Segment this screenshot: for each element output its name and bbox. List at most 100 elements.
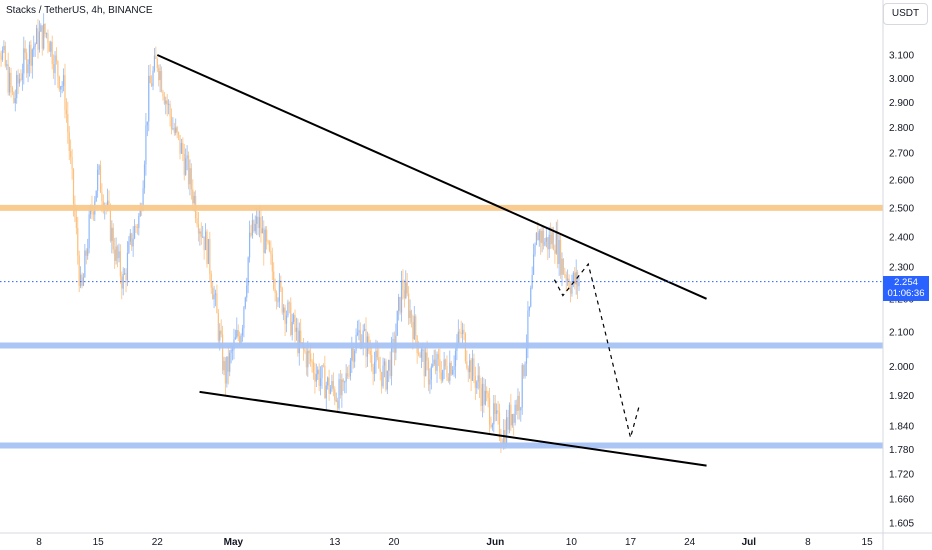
candle-body <box>389 359 391 377</box>
candle-body <box>260 217 262 234</box>
candle-body <box>13 92 15 104</box>
candle-body <box>112 227 114 250</box>
candle-body <box>30 44 32 66</box>
candle-body <box>318 369 320 386</box>
candle-body <box>4 45 6 66</box>
candle-body <box>263 228 265 254</box>
candle-body <box>484 390 486 405</box>
candle-body <box>38 31 41 50</box>
candle-body <box>523 365 525 377</box>
candle-body <box>118 251 120 259</box>
candle-body <box>114 249 116 261</box>
candle-body <box>467 368 469 373</box>
currency-button[interactable]: USDT <box>883 3 928 25</box>
y-tick-label: 1.660 <box>889 495 914 506</box>
candle-body <box>437 354 440 360</box>
candle-body <box>315 374 317 382</box>
current-price-label: 2.254 <box>894 277 918 288</box>
candle-body <box>561 258 563 275</box>
candle-body <box>568 278 570 288</box>
candle-body <box>359 330 361 348</box>
candle-body <box>507 417 509 430</box>
candle-body <box>388 359 390 371</box>
candle-body <box>68 132 70 152</box>
candle-body <box>430 366 432 380</box>
candle-body <box>128 241 130 253</box>
horizontal-levels <box>0 204 883 449</box>
candle-body <box>331 380 333 389</box>
candle-body <box>75 217 77 228</box>
candle-body <box>351 348 353 361</box>
candle-body <box>473 358 475 376</box>
candle-body <box>324 365 326 399</box>
candle-body <box>61 85 63 87</box>
candle-body <box>346 373 349 376</box>
candle-body <box>116 246 119 259</box>
candle-body <box>111 227 113 241</box>
candle-body <box>132 238 134 247</box>
candle-body <box>254 223 256 232</box>
candle-body <box>119 251 121 277</box>
candle-body <box>440 372 442 381</box>
candle-body <box>77 227 79 256</box>
candle-body <box>176 127 178 133</box>
candle-body <box>209 239 211 274</box>
candle-body <box>135 226 137 228</box>
candle-body <box>271 254 273 272</box>
candle-body <box>82 277 85 286</box>
candle-body <box>312 361 315 374</box>
candle-body <box>390 341 393 377</box>
x-tick-label: Jul <box>742 537 757 548</box>
candle-body <box>530 287 532 307</box>
candle-body <box>293 314 295 322</box>
candle-body <box>487 393 489 399</box>
candle-body <box>325 385 327 399</box>
candle-body <box>474 375 476 388</box>
candle-body <box>294 314 296 332</box>
candle-body <box>98 165 100 170</box>
candle-body <box>92 211 94 215</box>
candle-body <box>185 158 187 175</box>
candle-body <box>372 367 374 375</box>
candle-body <box>471 358 474 381</box>
candle-body <box>28 44 31 65</box>
candle-body <box>548 234 550 250</box>
candle-body <box>267 240 269 242</box>
x-tick-label: 17 <box>625 537 637 548</box>
y-tick-label: 2.000 <box>889 362 914 373</box>
candle-body <box>170 116 173 129</box>
candle-body <box>283 307 285 313</box>
candle-body <box>222 334 224 371</box>
candle-body <box>425 352 427 377</box>
candle-body <box>496 410 498 414</box>
candle-body <box>453 366 455 371</box>
candle-body <box>521 365 523 408</box>
candle-body <box>500 437 502 443</box>
candle-body <box>305 351 307 368</box>
candle-body <box>26 52 28 74</box>
candle-body <box>572 272 574 283</box>
candle-body <box>534 244 536 255</box>
candle-body <box>349 360 351 377</box>
current-price-tag: 2.254 01:06:36 <box>883 276 929 301</box>
candle-body <box>281 288 283 313</box>
candle-body <box>410 310 413 323</box>
plot-area[interactable] <box>0 0 883 533</box>
candle-body <box>124 273 126 275</box>
candle-body <box>78 255 80 287</box>
candle-body <box>413 316 415 340</box>
candle-body <box>321 365 323 379</box>
candle-body <box>193 195 195 204</box>
candle-body <box>213 294 215 300</box>
candle-body <box>348 375 350 377</box>
candle-body <box>287 302 289 316</box>
candle-body <box>0 56 2 60</box>
candle-body <box>373 362 376 375</box>
candle-body <box>248 232 251 258</box>
candle-body <box>35 28 38 44</box>
candle-body <box>80 274 82 287</box>
candle-body <box>449 362 451 381</box>
x-tick-label: 13 <box>329 537 341 548</box>
candle-body <box>45 33 48 35</box>
